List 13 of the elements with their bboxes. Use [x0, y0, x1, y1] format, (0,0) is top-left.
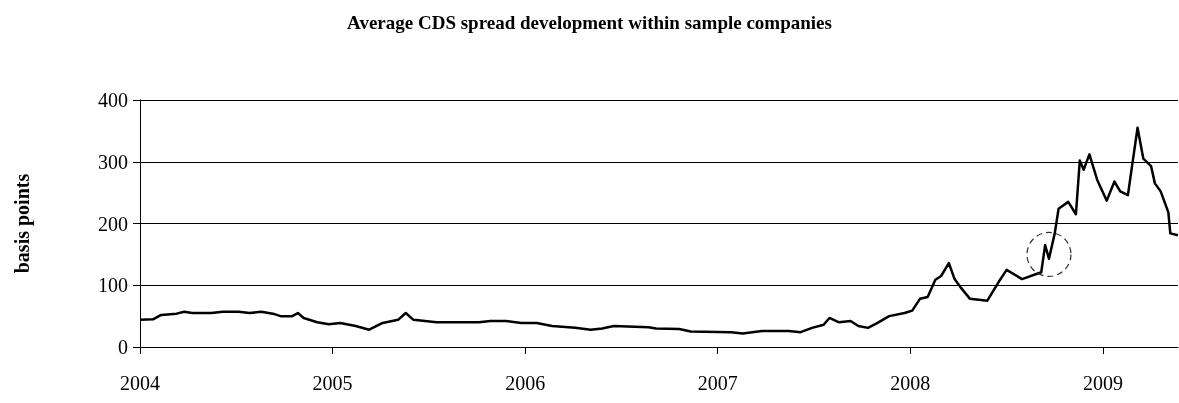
x-tick-label: 2004	[120, 372, 160, 394]
y-axis-title: basis points	[11, 173, 34, 274]
x-tick-label: 2009	[1082, 372, 1123, 394]
x-tick-label: 2007	[697, 372, 738, 394]
y-tick-label: 100	[98, 274, 128, 297]
y-tick-label: 0	[118, 336, 128, 358]
y-tick-label: 200	[98, 212, 128, 235]
y-tick-label: 300	[98, 150, 128, 173]
chart-title: Average CDS spread development within sample companies	[347, 12, 832, 33]
x-tick-label: 2005	[312, 372, 353, 394]
y-tick-label: 400	[98, 89, 128, 111]
x-tick-label: 2006	[505, 372, 546, 394]
x-tick-label: 2008	[890, 372, 931, 394]
